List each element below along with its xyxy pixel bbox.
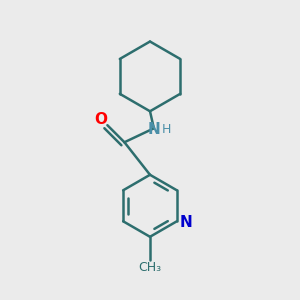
Text: N: N (148, 122, 160, 137)
Text: H: H (162, 123, 171, 136)
Text: CH₃: CH₃ (138, 261, 162, 274)
Text: O: O (95, 112, 108, 127)
Text: N: N (180, 215, 193, 230)
